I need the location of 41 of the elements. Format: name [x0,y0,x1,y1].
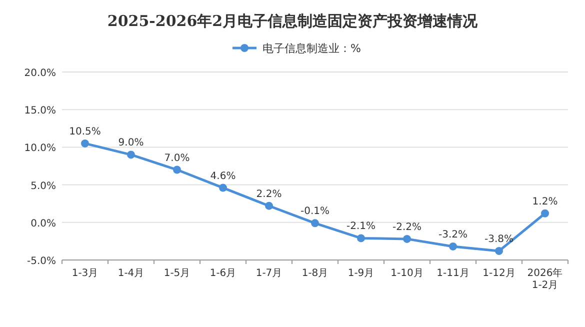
x-tick-label: 1-3月 [72,268,98,279]
point [357,234,365,242]
y-tick-label: 20.0% [24,68,56,79]
point [81,139,89,148]
point [403,234,411,243]
x-tick-label: 1-7月 [256,268,282,279]
point [541,209,549,218]
x-tick-label: 1-9月 [348,268,374,279]
data-label: 4.6% [210,170,236,182]
x-tick-label: 1-5月 [164,268,190,279]
legend-label: 电子信息制造业：% [262,42,361,55]
x-tick-label: 1-12月 [482,268,516,279]
data-label: -3.2% [438,229,468,240]
x-tick-label: 2026年 1-2月 [527,267,563,291]
x-tick-label: 1-6月 [210,268,236,279]
data-label: -2.1% [346,221,376,232]
x-tick-label: 1-10月 [390,268,424,279]
y-tick-label: 0.0% [30,218,56,230]
y-tick-label: 10.0% [24,143,56,154]
y-tick-label: -5.0% [26,256,56,267]
data-label: 1.2% [532,196,558,208]
data-label: 7.0% [164,152,190,164]
point [265,202,273,210]
data-label: -2.2% [392,222,422,233]
data-label: 2.2% [256,188,282,200]
x-tick-label: 1-11月 [436,268,470,279]
y-tick-label: 15.0% [24,106,56,117]
point [449,242,457,250]
data-label: -3.8% [484,234,514,245]
x-tick-label: 1-4月 [118,268,144,279]
x-tick-label: 1-8月 [302,268,328,279]
data-label: -0.1% [300,206,330,218]
y-tick-label: 5.0% [30,180,56,192]
data-label: 9.0% [118,138,144,149]
point [311,219,319,228]
data-label: 10.5% [69,126,101,138]
point [173,166,181,174]
point [495,246,503,255]
point [219,184,227,192]
point [127,150,135,159]
chart-title: 2025-2026年2月电子信息制造固定资产投资增速情况 [107,12,479,30]
